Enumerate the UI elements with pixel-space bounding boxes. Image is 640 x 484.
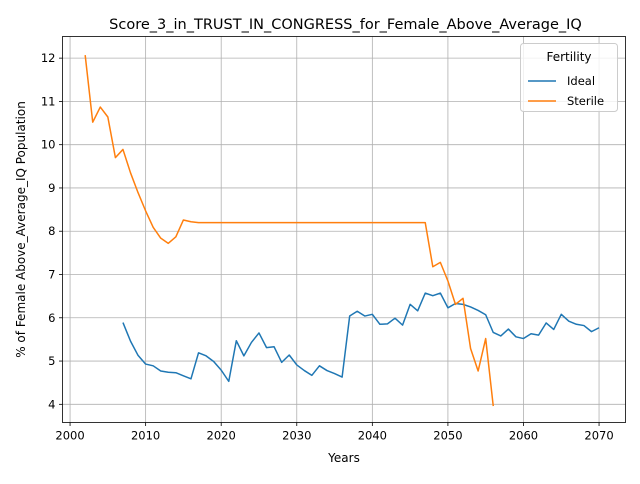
y-tick-label: 6 — [48, 311, 55, 325]
legend: Fertility Ideal Sterile — [520, 43, 618, 112]
legend-title: Fertility — [546, 50, 591, 64]
series-line-sterile — [84, 55, 494, 407]
x-tick-label: 2060 — [509, 429, 538, 443]
x-tick-label: 2030 — [282, 429, 311, 443]
x-axis: 2000 2010 2020 2030 2040 2050 2060 2070 — [55, 422, 614, 443]
x-axis-label: Years — [327, 451, 360, 465]
series-line-ideal — [122, 292, 600, 383]
plot-frame — [62, 36, 626, 423]
y-tick-label: 7 — [48, 268, 55, 282]
y-tick-label: 11 — [41, 94, 56, 108]
y-tick-label: 12 — [41, 51, 56, 65]
x-tick-label: 2000 — [55, 429, 84, 443]
legend-label-ideal: Ideal — [567, 74, 595, 88]
x-tick-label: 2010 — [131, 429, 160, 443]
x-tick-label: 2020 — [207, 429, 236, 443]
legend-box — [520, 43, 618, 112]
y-tick-label: 8 — [48, 224, 55, 238]
legend-label-sterile: Sterile — [567, 94, 604, 108]
y-axis: 4 5 6 7 8 9 10 11 12 — [41, 51, 63, 411]
x-tick-label: 2050 — [433, 429, 462, 443]
y-tick-label: 5 — [48, 354, 55, 368]
grid — [62, 36, 626, 423]
y-tick-label: 9 — [48, 181, 55, 195]
chart-title: Score_3_in_TRUST_IN_CONGRESS_for_Female_… — [109, 17, 582, 33]
y-tick-label: 4 — [48, 397, 55, 411]
plot-lines — [84, 55, 600, 407]
y-axis-label: % of Female Above_Average_IQ Population — [14, 101, 28, 358]
x-tick-label: 2070 — [584, 429, 613, 443]
y-tick-label: 10 — [41, 138, 56, 152]
x-tick-label: 2040 — [358, 429, 387, 443]
